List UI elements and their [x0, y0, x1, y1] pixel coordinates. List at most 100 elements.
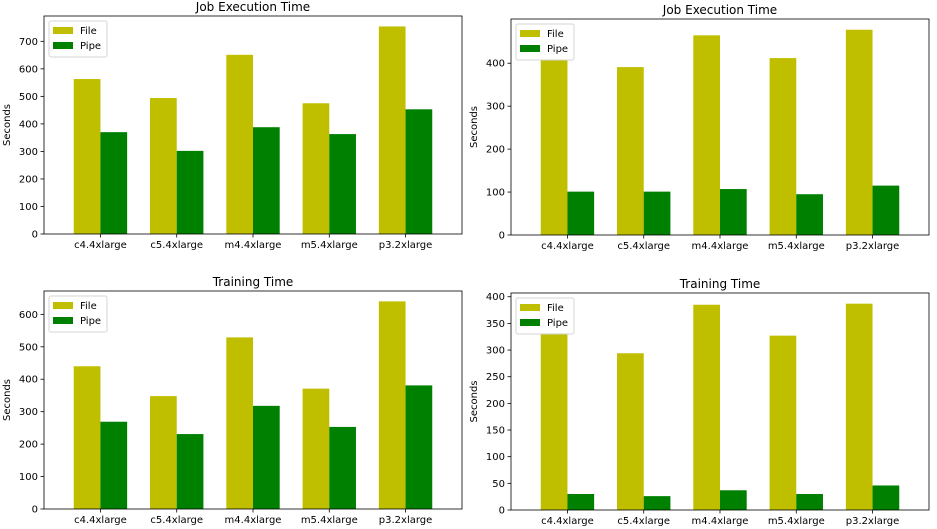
chart-title: Training Time — [679, 277, 761, 291]
bar-file-c4-4xlarge — [73, 366, 101, 509]
y-tick-label: 600 — [19, 310, 38, 321]
y-tick-label: 200 — [19, 440, 38, 451]
bar-pipe-m4-4xlarge — [720, 189, 747, 235]
bar-pipe-m5-4xlarge — [329, 426, 356, 509]
legend-label-file: File — [547, 303, 564, 314]
x-tick-label: m5.4xlarge — [768, 241, 825, 252]
bar-pipe-c4-4xlarge — [567, 494, 595, 510]
y-axis-label: Seconds — [2, 104, 13, 146]
y-tick-label: 0 — [32, 230, 38, 241]
y-axis-label: Seconds — [469, 106, 480, 148]
bar-pipe-p3-2xlarge — [405, 109, 433, 234]
bar-file-m4-4xlarge — [226, 337, 253, 509]
y-tick-label: 400 — [19, 119, 38, 130]
y-tick-label: 0 — [499, 231, 505, 242]
y-tick-label: 700 — [19, 37, 38, 48]
bar-file-c4-4xlarge — [540, 332, 568, 510]
x-tick-label: m5.4xlarge — [301, 515, 358, 526]
y-tick-label: 350 — [486, 319, 505, 330]
y-tick-label: 100 — [19, 202, 38, 213]
legend-swatch-file — [520, 304, 540, 311]
x-tick-label: m4.4xlarge — [225, 240, 282, 251]
y-tick-label: 150 — [486, 426, 505, 437]
legend-swatch-file — [520, 30, 540, 37]
y-tick-label: 0 — [499, 506, 505, 517]
chart-training-time-file-vs-pipe: Training Time 0 100 200 300 400 500 600 c4.4xlar… — [2, 275, 463, 526]
y-tick-label: 100 — [486, 452, 505, 463]
legend-label-file: File — [80, 301, 97, 312]
bar-pipe-m4-4xlarge — [253, 405, 280, 509]
bar-file-p3-2xlarge — [378, 301, 406, 509]
bar-pipe-c4-4xlarge — [100, 421, 128, 509]
y-tick-label: 500 — [19, 342, 38, 353]
legend-swatch-pipe — [53, 317, 73, 324]
legend-swatch-pipe — [520, 45, 540, 52]
x-tick-label: c4.4xlarge — [541, 241, 594, 252]
legend-label-file: File — [80, 26, 97, 37]
x-tick-label: c5.4xlarge — [617, 241, 670, 252]
bar-file-c5-4xlarge — [617, 67, 644, 235]
bar-pipe-m4-4xlarge — [720, 490, 747, 510]
legend-label-pipe: Pipe — [547, 318, 568, 329]
y-tick-label: 250 — [486, 372, 505, 383]
y-tick-label: 600 — [19, 64, 38, 75]
y-tick-label: 400 — [486, 59, 505, 70]
bar-pipe-m4-4xlarge — [253, 127, 280, 234]
legend-label-pipe: Pipe — [80, 41, 101, 52]
y-tick-label: 400 — [486, 292, 505, 303]
bar-pipe-m5-4xlarge — [796, 494, 823, 510]
x-tick-label: c5.4xlarge — [150, 240, 203, 251]
bar-file-m5-4xlarge — [302, 103, 330, 234]
x-tick-label: p3.2xlarge — [846, 516, 900, 527]
chart-title: Training Time — [212, 275, 294, 289]
y-tick-label: 300 — [19, 147, 38, 158]
y-tick-label: 400 — [19, 375, 38, 386]
x-tick-label: m4.4xlarge — [692, 516, 749, 527]
x-tick-label: p3.2xlarge — [379, 240, 433, 251]
x-tick-label: p3.2xlarge — [379, 515, 433, 526]
bar-file-c5-4xlarge — [150, 98, 177, 234]
bar-file-m4-4xlarge — [693, 304, 720, 510]
bar-file-c5-4xlarge — [617, 353, 644, 510]
bar-file-p3-2xlarge — [845, 303, 873, 510]
bar-pipe-p3-2xlarge — [872, 485, 900, 510]
chart-title: Job Execution Time — [662, 3, 777, 17]
bar-file-m4-4xlarge — [226, 54, 253, 234]
legend-label-pipe: Pipe — [80, 316, 101, 327]
bar-pipe-c4-4xlarge — [100, 132, 128, 234]
y-tick-label: 300 — [19, 407, 38, 418]
x-tick-label: m4.4xlarge — [692, 241, 749, 252]
y-tick-label: 100 — [19, 472, 38, 483]
bar-pipe-m5-4xlarge — [796, 194, 823, 235]
y-tick-label: 300 — [486, 346, 505, 357]
chart-title: Job Execution Time — [195, 0, 310, 14]
bar-file-m5-4xlarge — [302, 388, 330, 509]
bar-file-p3-2xlarge — [378, 26, 406, 235]
y-axis-label: Seconds — [2, 379, 13, 421]
bar-pipe-c5-4xlarge — [643, 191, 671, 235]
x-tick-label: c5.4xlarge — [617, 516, 670, 527]
bar-pipe-c4-4xlarge — [567, 191, 595, 235]
bar-file-m5-4xlarge — [769, 335, 797, 510]
bar-pipe-m5-4xlarge — [329, 134, 356, 234]
bar-pipe-p3-2xlarge — [405, 385, 433, 509]
bar-pipe-p3-2xlarge — [872, 185, 900, 235]
x-tick-label: m5.4xlarge — [301, 240, 358, 251]
chart-job-execution-file-vs-pipe: Job Execution Time 0 100 200 300 400 500 600 700… — [2, 0, 463, 251]
y-tick-label: 100 — [486, 188, 505, 199]
x-tick-label: c4.4xlarge — [74, 515, 127, 526]
legend-swatch-pipe — [53, 42, 73, 49]
x-tick-label: c5.4xlarge — [150, 515, 203, 526]
y-tick-label: 50 — [492, 479, 505, 490]
bar-file-c4-4xlarge — [73, 79, 101, 234]
x-tick-label: c4.4xlarge — [74, 240, 127, 251]
bar-pipe-c5-4xlarge — [176, 434, 204, 509]
x-tick-label: p3.2xlarge — [846, 241, 900, 252]
chart-job-execution-file-vs-pipe-2: Job Execution Time 0 100 200 300 400 c4.4xlarg… — [469, 3, 930, 252]
bar-file-c4-4xlarge — [540, 59, 568, 235]
x-tick-label: m5.4xlarge — [768, 516, 825, 527]
legend-swatch-pipe — [520, 319, 540, 326]
legend-swatch-file — [53, 27, 73, 34]
bar-pipe-c5-4xlarge — [643, 496, 671, 510]
